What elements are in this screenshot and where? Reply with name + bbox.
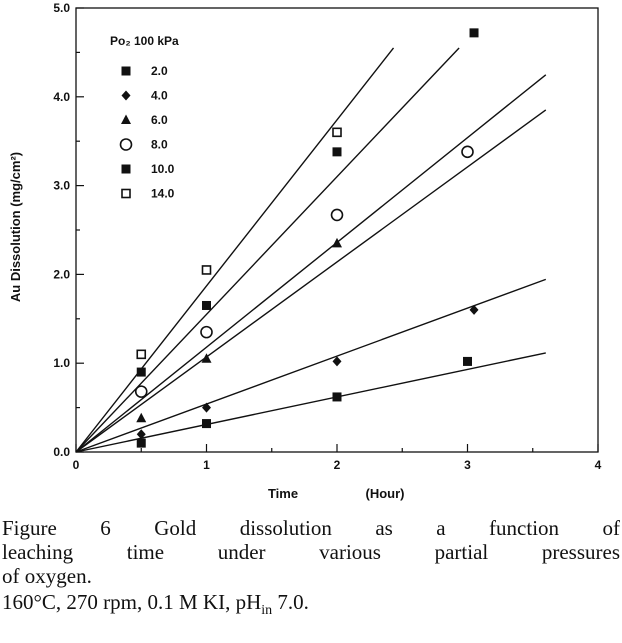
data-point — [136, 367, 146, 377]
legend-marker — [121, 114, 131, 124]
legend-title: Po₂ 100 kPa — [110, 34, 179, 48]
y-tick-label: 4.0 — [53, 90, 70, 104]
legend-label: 10.0 — [151, 162, 175, 176]
legend-label: 8.0 — [151, 138, 168, 152]
data-point — [202, 419, 211, 429]
y-tick-label: 1.0 — [53, 356, 70, 370]
x-axis-title: Time — [268, 486, 298, 501]
data-point — [202, 402, 211, 413]
conditions-end: 7.0. — [272, 590, 309, 614]
x-tick-label: 3 — [464, 458, 471, 472]
legend-label: 6.0 — [151, 113, 168, 127]
data-point — [332, 356, 342, 367]
data-point — [136, 429, 146, 440]
chart: 0 1 2 3 4 0.0 1.0 2.0 3.0 4.0 5.0 Po₂ 100 kPa 2.0 4.… — [8, 1, 602, 501]
data-point — [136, 412, 147, 423]
figure-caption-line-3: of oxygen. — [2, 564, 92, 588]
fit-line — [75, 278, 547, 453]
x-axis-unit: (Hour) — [366, 486, 405, 501]
data-point — [200, 325, 213, 339]
figure-caption-conditions: 160°C, 270 rpm, 0.1 M KI, pHin 7.0. — [2, 590, 620, 623]
ph-subscript: in — [261, 603, 273, 619]
data-point — [134, 385, 148, 398]
fit-line — [75, 74, 547, 453]
data-point — [136, 349, 147, 360]
legend-marker — [119, 138, 133, 151]
y-tick-label: 2.0 — [53, 267, 70, 281]
legend-marker — [121, 66, 131, 76]
y-axis-title: Au Dissolution (mg/cm²) — [8, 152, 23, 302]
axes: 0 1 2 3 4 0.0 1.0 2.0 3.0 4.0 5.0 — [53, 1, 601, 472]
data-point — [202, 300, 211, 310]
figure-caption-line-1: Figure 6 Gold dissolution as a function … — [2, 516, 620, 540]
data-point — [463, 356, 472, 366]
legend-label: 14.0 — [151, 187, 175, 201]
fit-line — [75, 352, 546, 453]
conditions-text: 160°C, 270 rpm, 0.1 M KI, pH — [2, 590, 262, 614]
y-tick-label: 5.0 — [53, 1, 70, 15]
legend: Po₂ 100 kPa 2.0 4.0 6.0 8.0 10.0 14.0 — [110, 34, 179, 201]
data-point — [136, 438, 146, 448]
x-tick-label: 2 — [334, 458, 341, 472]
legend-label: 4.0 — [151, 89, 168, 103]
legend-marker — [121, 164, 131, 174]
data-point — [461, 145, 474, 159]
fit-lines — [75, 47, 547, 453]
data-point — [332, 237, 342, 248]
data-point — [330, 208, 344, 222]
legend-marker — [121, 90, 131, 101]
data-point — [332, 147, 342, 157]
data-point — [201, 265, 212, 275]
fit-line — [75, 47, 460, 453]
x-tick-label: 4 — [595, 458, 602, 472]
y-tick-label: 0.0 — [53, 445, 70, 459]
data-point — [469, 28, 479, 38]
figure-caption-line-2: leaching time under various partial pres… — [2, 540, 620, 564]
x-tick-label: 0 — [73, 458, 80, 472]
data-points — [134, 28, 479, 448]
data-point — [332, 392, 342, 402]
y-tick-label: 3.0 — [53, 179, 70, 193]
x-tick-label: 1 — [203, 458, 210, 472]
legend-label: 2.0 — [151, 64, 168, 78]
fit-line — [75, 109, 547, 453]
data-point — [332, 127, 342, 138]
fit-line — [75, 47, 395, 453]
legend-marker — [121, 188, 131, 199]
data-point — [469, 304, 479, 315]
data-point — [201, 353, 212, 363]
